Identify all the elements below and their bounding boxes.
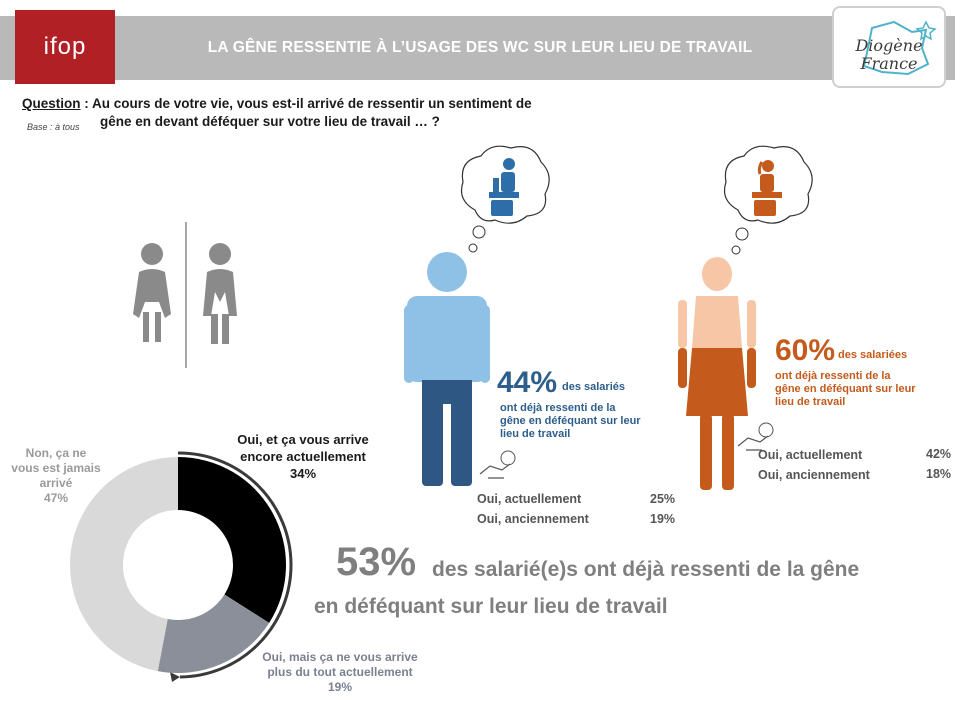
- women-desc-line2: gêne en déféquant sur leur: [775, 383, 916, 395]
- donut-slice-current: [178, 457, 286, 623]
- men-breakdown-label-2: Oui, anciennement: [477, 512, 589, 526]
- slice-past-line2: plus du tout actuellement: [267, 665, 413, 679]
- hand-pointer-icon: [479, 450, 516, 479]
- slice-current-line2: encore actuellement: [240, 449, 366, 464]
- slice-never-line1: Non, ça ne: [25, 446, 87, 460]
- women-thought-bubble-icon: [723, 145, 813, 255]
- question: Question : Au cours de votre vie, vous e…: [22, 95, 582, 131]
- slice-label-past: Oui, mais ça ne vous arrive plus du tout…: [250, 650, 430, 695]
- men-thought-bubble-icon: [460, 145, 550, 253]
- hand-pointer-icon-women: [737, 422, 774, 451]
- partner-logo-line2: France: [860, 54, 918, 73]
- slice-label-never: Non, ça ne vous est jamais arrivé 47%: [6, 446, 106, 506]
- women-percent: 60%: [775, 334, 836, 367]
- slice-current-line1: Oui, et ça vous arrive: [237, 432, 369, 447]
- women-breakdown-value-2: 18%: [926, 467, 952, 481]
- men-desc-line3: lieu de travail: [500, 428, 571, 440]
- ifop-logo-text: ifop: [43, 33, 87, 60]
- slice-label-current: Oui, et ça vous arrive encore actuelleme…: [218, 431, 388, 482]
- women-breakdown-label-1: Oui, actuellement: [758, 448, 863, 462]
- women-breakdown-value-1: 42%: [926, 447, 952, 461]
- women-breakdown-label-2: Oui, anciennement: [758, 468, 870, 482]
- donut-arrow-head-icon: [170, 672, 180, 682]
- slice-past-line1: Oui, mais ça ne vous arrive: [262, 650, 418, 664]
- slice-current-value: 34%: [289, 466, 317, 481]
- donut-slice-past: [157, 594, 270, 673]
- diogene-france-logo: Diogène France: [832, 6, 946, 88]
- restroom-pictogram-icon: [133, 222, 237, 368]
- donut-chart: [70, 451, 293, 682]
- women-percent-suffix: des salariées: [838, 349, 908, 361]
- men-breakdown-label-1: Oui, actuellement: [477, 492, 582, 506]
- summary-percent: 53%: [336, 540, 417, 584]
- women-desc-line3: lieu de travail: [775, 396, 846, 408]
- women-description: ont déjà ressenti de la gêne en déféquan…: [775, 370, 916, 409]
- men-breakdown-value-2: 19%: [650, 512, 676, 526]
- question-label: Question: [22, 96, 81, 111]
- summary-line1: des salarié(e)s ont déjà ressenti de la …: [432, 558, 860, 581]
- slice-never-line2: vous est jamais: [11, 461, 101, 475]
- women-desc-line1: ont déjà ressenti de la: [775, 370, 891, 382]
- base-label: Base : à tous: [27, 122, 80, 132]
- men-percent: 44%: [497, 366, 558, 399]
- man-silhouette-icon: [404, 252, 490, 486]
- donut-outer-arrow-arc: [177, 451, 293, 679]
- men-percent-suffix: des salariés: [562, 381, 625, 393]
- question-text-line1: : Au cours de votre vie, vous est-il arr…: [80, 96, 532, 111]
- question-text-line2: gêne en devant déféquer sur votre lieu d…: [100, 114, 440, 129]
- ifop-logo: ifop: [15, 10, 115, 84]
- men-desc-line2: gêne en déféquant sur leur: [500, 415, 641, 427]
- men-breakdown-value-1: 25%: [650, 492, 676, 506]
- france-map-icon: [862, 20, 937, 76]
- page-title: LA GÊNE RESSENTIE À L’USAGE DES WC SUR L…: [207, 39, 753, 56]
- summary-line2: en déféquant sur leur lieu de travail: [314, 595, 668, 618]
- slice-past-value: 19%: [327, 680, 353, 694]
- woman-silhouette-icon: [678, 257, 756, 490]
- partner-logo-line1: Diogène: [855, 36, 923, 55]
- header-bar: [0, 16, 955, 80]
- slice-never-value: 47%: [43, 491, 69, 505]
- men-desc-line1: ont déjà ressenti de la: [500, 402, 616, 414]
- donut-slice-never: [70, 457, 178, 672]
- slice-never-line3: arrivé: [39, 476, 73, 490]
- men-description: ont déjà ressenti de la gêne en déféquan…: [500, 402, 641, 441]
